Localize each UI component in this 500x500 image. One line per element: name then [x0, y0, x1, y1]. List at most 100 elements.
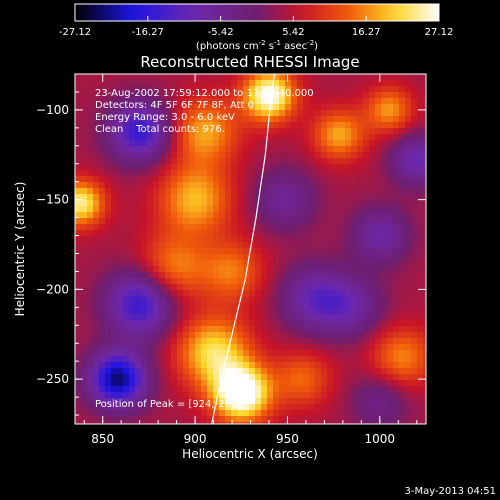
heatmap-cell [417, 332, 424, 339]
heatmap-cell [141, 182, 148, 189]
heatmap-cell [387, 110, 394, 117]
heatmap-cell [297, 242, 304, 249]
heatmap-cell [249, 260, 256, 267]
heatmap-cell [117, 104, 124, 111]
heatmap-cell [195, 140, 202, 147]
heatmap-cell [309, 344, 316, 351]
heatmap-cell [183, 350, 190, 357]
heatmap-cell [237, 116, 244, 123]
heatmap-cell [201, 404, 208, 411]
heatmap-cell [363, 314, 370, 321]
heatmap-cell [231, 248, 238, 255]
heatmap-cell [111, 116, 118, 123]
heatmap-cell [237, 236, 244, 243]
heatmap-cell [159, 248, 166, 255]
heatmap-cell [147, 122, 154, 129]
heatmap-cell [387, 320, 394, 327]
heatmap-cell [189, 290, 196, 297]
heatmap-cell [399, 278, 406, 285]
heatmap-cell [303, 386, 310, 393]
heatmap-cell [387, 176, 394, 183]
heatmap-cell [255, 332, 262, 339]
heatmap-cell [87, 272, 94, 279]
heatmap-cell [189, 164, 196, 171]
heatmap-cell [99, 92, 106, 99]
heatmap-cell [363, 128, 370, 135]
heatmap-cell [351, 338, 358, 345]
heatmap-cell [81, 224, 88, 231]
heatmap-cell [291, 176, 298, 183]
heatmap-cell [111, 350, 118, 357]
heatmap-cell [315, 314, 322, 321]
heatmap-cell [135, 104, 142, 111]
heatmap-cell [237, 350, 244, 357]
heatmap-cell [117, 140, 124, 147]
heatmap-cell [321, 254, 328, 261]
heatmap-cell [369, 290, 376, 297]
heatmap-cell [75, 362, 82, 369]
heatmap-cell [345, 248, 352, 255]
heatmap-cell [381, 170, 388, 177]
heatmap-cell [369, 356, 376, 363]
heatmap-cell [177, 194, 184, 201]
heatmap-cell [255, 284, 262, 291]
heatmap-cell [399, 398, 406, 405]
heatmap-cell [297, 230, 304, 237]
heatmap-cell [135, 170, 142, 177]
heatmap-cell [207, 380, 214, 387]
heatmap-cell [213, 314, 220, 321]
heatmap-cell [387, 170, 394, 177]
heatmap-cell [345, 422, 352, 424]
heatmap-cell [159, 92, 166, 99]
heatmap-cell [105, 212, 112, 219]
heatmap-cell [291, 398, 298, 405]
heatmap-cell [339, 272, 346, 279]
heatmap-cell [171, 374, 178, 381]
heatmap-cell [303, 230, 310, 237]
heatmap-cell [117, 146, 124, 153]
heatmap-cell [309, 116, 316, 123]
heatmap-cell [261, 206, 268, 213]
heatmap-cell [309, 374, 316, 381]
heatmap-cell [285, 410, 292, 417]
heatmap-cell [165, 374, 172, 381]
heatmap-cell [225, 254, 232, 261]
heatmap-cell [99, 140, 106, 147]
heatmap-cell [381, 98, 388, 105]
heatmap-cell [387, 272, 394, 279]
heatmap-cell [153, 122, 160, 129]
heatmap-cell [231, 368, 238, 375]
heatmap-cell [147, 368, 154, 375]
heatmap-cell [123, 134, 130, 141]
heatmap-cell [165, 386, 172, 393]
heatmap-cell [303, 164, 310, 171]
heatmap-cell [345, 368, 352, 375]
heatmap-cell [117, 224, 124, 231]
heatmap-cell [105, 320, 112, 327]
heatmap-cell [117, 368, 124, 375]
heatmap-cell [189, 338, 196, 345]
heatmap-cell [231, 206, 238, 213]
heatmap-cell [285, 416, 292, 423]
heatmap-cell [111, 206, 118, 213]
heatmap-cell [171, 110, 178, 117]
heatmap-cell [291, 356, 298, 363]
heatmap-cell [105, 344, 112, 351]
heatmap-cell [411, 320, 418, 327]
heatmap-cell [381, 374, 388, 381]
heatmap-cell [405, 158, 412, 165]
heatmap-cell [345, 362, 352, 369]
heatmap-cell [87, 80, 94, 87]
heatmap-cell [315, 80, 322, 87]
heatmap-cell [75, 140, 82, 147]
heatmap-cell [183, 104, 190, 111]
heatmap-cell [327, 98, 334, 105]
heatmap-cell [405, 302, 412, 309]
heatmap-cell [255, 326, 262, 333]
heatmap-cell [387, 326, 394, 333]
heatmap-cell [99, 188, 106, 195]
heatmap-cell [201, 344, 208, 351]
heatmap-cell [375, 230, 382, 237]
heatmap-cell [411, 236, 418, 243]
heatmap-cell [87, 194, 94, 201]
